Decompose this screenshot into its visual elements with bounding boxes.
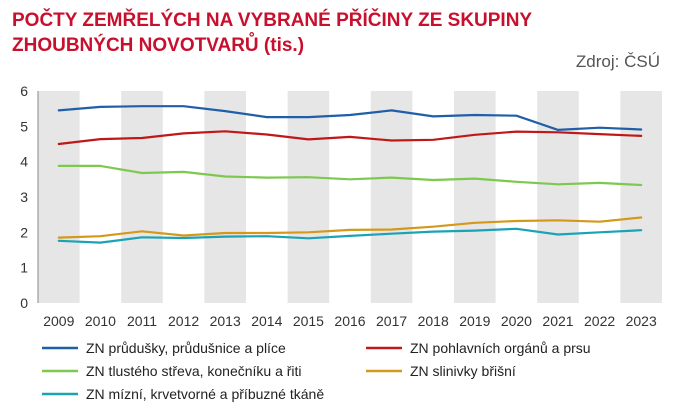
y-tick-label: 2 [20,224,28,240]
x-tick-label: 2010 [85,313,116,329]
x-tick-label: 2013 [210,313,241,329]
legend-label: ZN mízní, krvetvorné a příbuzné tkáně [86,386,324,402]
x-tick-label: 2022 [584,313,615,329]
series-line-3 [57,164,643,187]
legend-label: ZN průdušky, průdušnice a plíce [86,340,286,356]
band-2019 [454,91,496,303]
band-2023 [620,91,662,303]
x-tick-labels: 2009 2010 2011 2012 2013 2014 2015 2016 2017 2018… [43,313,657,329]
x-tick-label: 2021 [542,313,573,329]
y-tick-labels: 0 1 2 3 4 5 6 [20,83,28,311]
y-tick-label: 6 [20,83,28,99]
band-2017 [370,91,413,303]
y-tick-label: 1 [20,260,28,276]
y-tick-label: 4 [20,154,28,170]
series-line-5 [57,227,643,244]
band-2015 [287,91,330,303]
x-tick-label: 2012 [168,313,199,329]
series-line-2 [57,130,643,146]
source-label: Zdroj: ČSÚ [575,52,660,71]
legend-label: ZN slinivky břišní [410,363,516,379]
x-tick-label: 2019 [459,313,490,329]
x-tick-label: 2015 [293,313,324,329]
chart-title: POČTY ZEMŘELÝCH NA VYBRANÉ PŘÍČINY ZE SK… [12,10,532,56]
legend-label: ZN pohlavních orgánů a prsu [410,340,591,356]
x-tick-label: 2011 [127,313,157,329]
y-tick-label: 3 [20,189,28,205]
series-line-4 [57,216,643,239]
band-2009 [38,91,80,303]
band-2013 [204,91,246,303]
x-tick-label: 2017 [376,313,407,329]
x-tick-label: 2023 [626,313,657,329]
x-tick-label: 2018 [418,313,449,329]
x-tick-label: 2009 [43,313,74,329]
y-tick-label: 5 [20,118,28,134]
legend-label: ZN tlustého střeva, konečníku a řiti [86,363,302,379]
series-line-1 [57,105,643,131]
band-2021 [537,91,579,303]
x-tick-label: 2016 [334,313,365,329]
legend: ZN průdušky, průdušnice a plíce ZN pohlav… [42,340,591,402]
series-lines [57,105,643,244]
x-tick-label: 2020 [501,313,532,329]
background-bands [38,91,662,303]
band-2011 [121,91,163,303]
y-tick-label: 0 [20,295,28,311]
x-tick-label: 2014 [251,313,282,329]
